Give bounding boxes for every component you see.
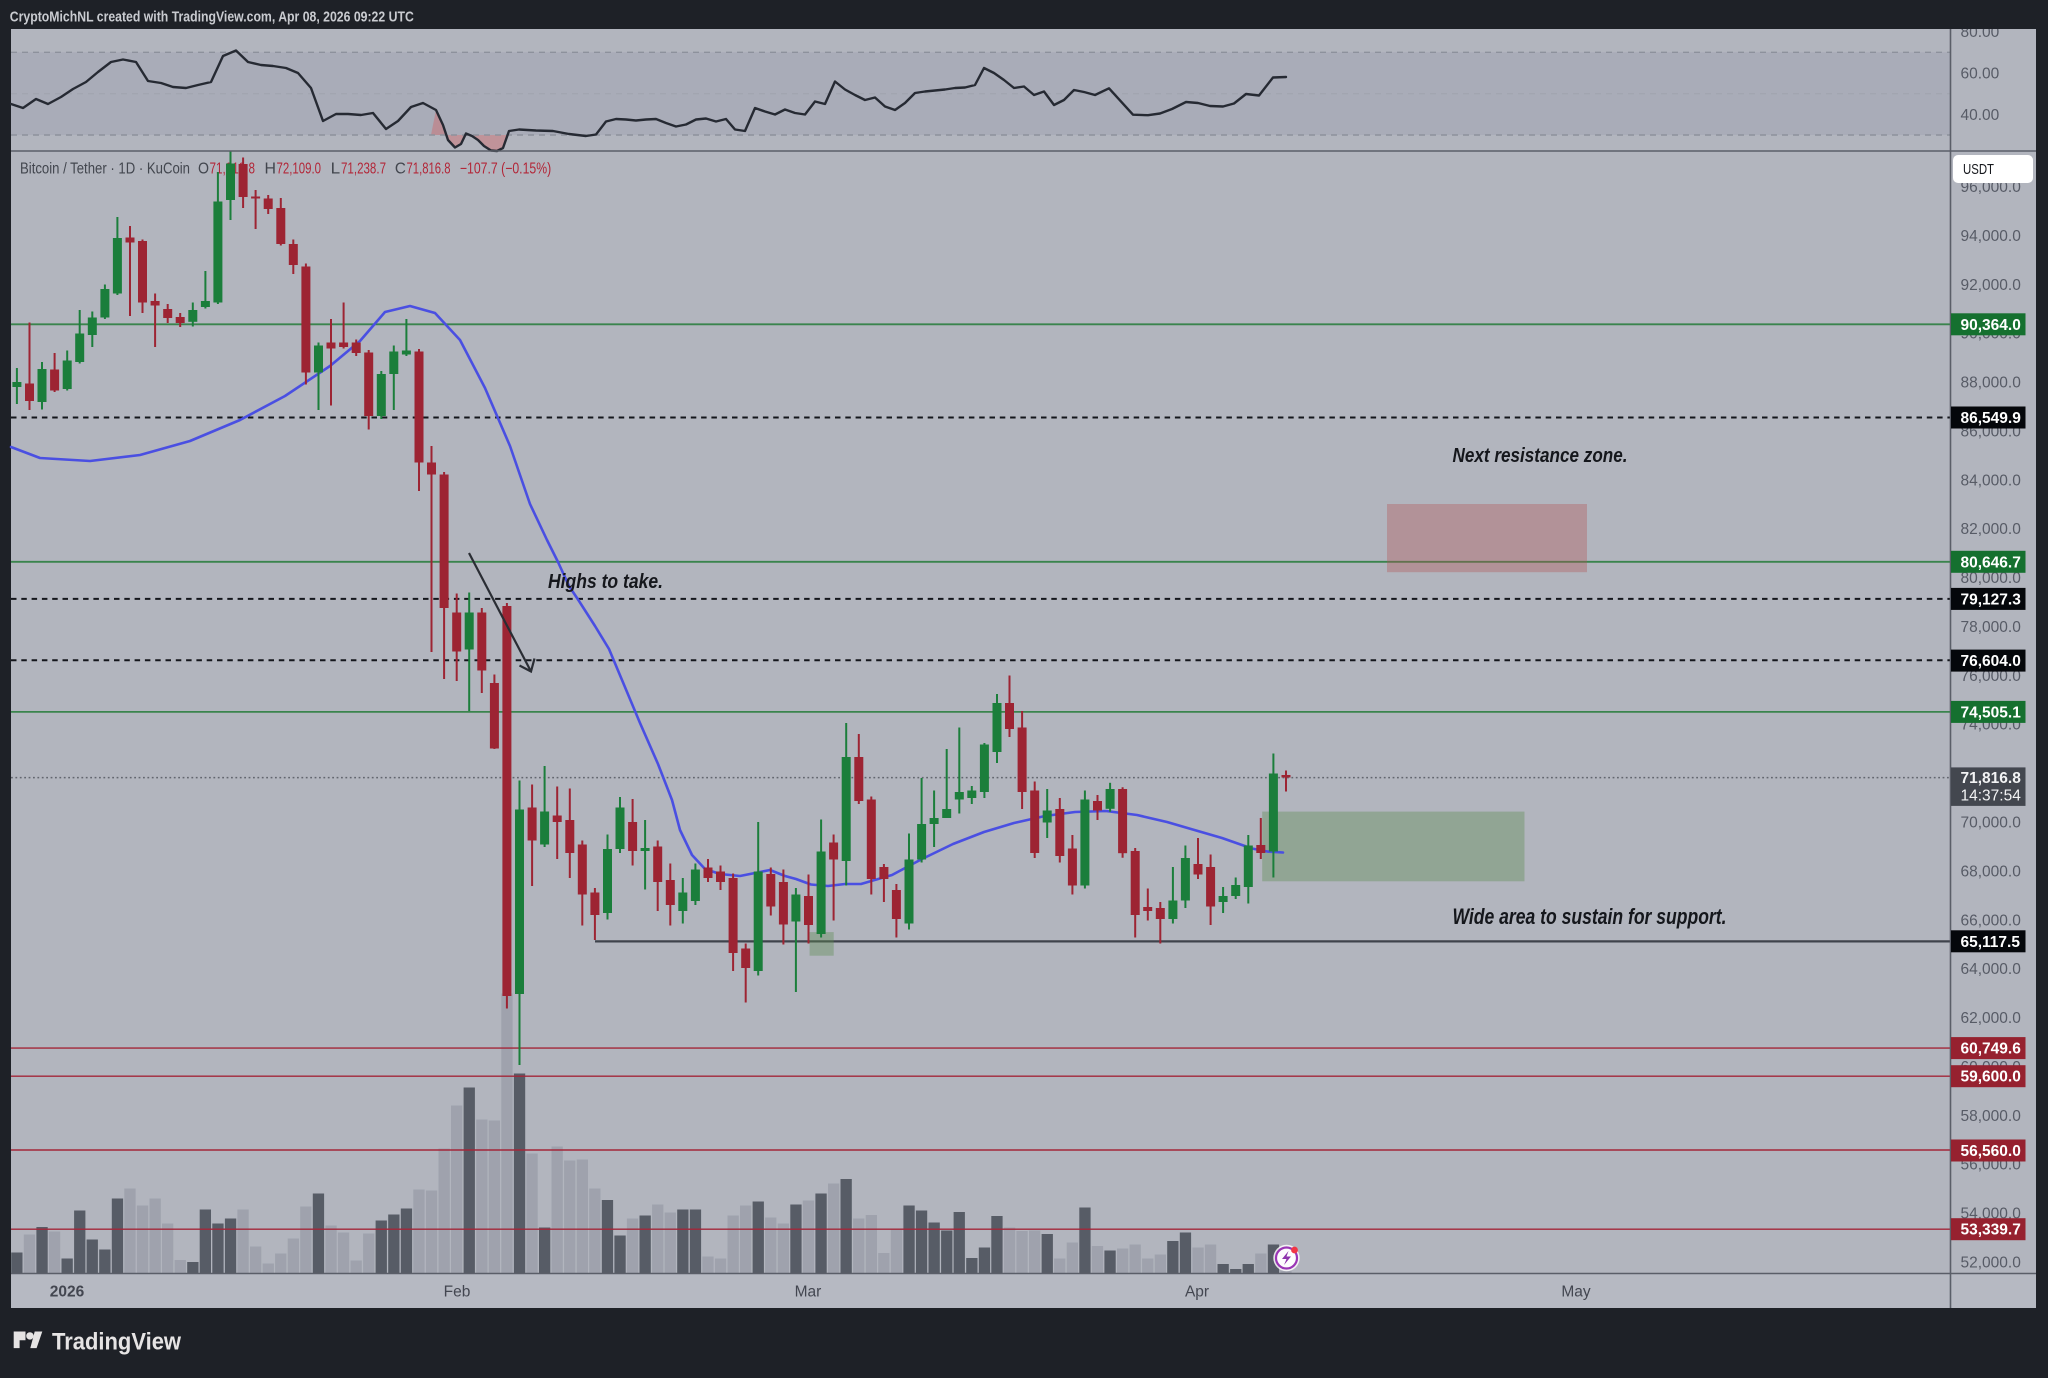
svg-text:76,604.0: 76,604.0 [1961, 653, 2021, 670]
svg-text:70,000.0: 70,000.0 [1961, 815, 2022, 832]
svg-text:58,000.0: 58,000.0 [1961, 1108, 2022, 1125]
svg-text:Feb: Feb [444, 1284, 471, 1301]
svg-text:52,000.0: 52,000.0 [1961, 1254, 2022, 1271]
svg-text:92,000.0: 92,000.0 [1961, 277, 2022, 294]
svg-text:86,549.9: 86,549.9 [1961, 410, 2022, 427]
svg-text:Next resistance zone.: Next resistance zone. [1453, 445, 1628, 467]
svg-text:66,000.0: 66,000.0 [1961, 912, 2022, 929]
svg-text:71,238.7: 71,238.7 [341, 161, 386, 178]
svg-text:H: H [265, 161, 277, 178]
svg-text:74,505.1: 74,505.1 [1961, 704, 2022, 721]
svg-text:40.00: 40.00 [1961, 107, 2000, 124]
svg-text:80,646.7: 80,646.7 [1961, 554, 2021, 571]
svg-text:71,816.8: 71,816.8 [1961, 770, 2022, 787]
svg-text:78,000.0: 78,000.0 [1961, 619, 2022, 636]
svg-text:USDT: USDT [1963, 162, 1994, 178]
svg-text:56,560.0: 56,560.0 [1961, 1143, 2021, 1160]
svg-text:Wide area to sustain for suppo: Wide area to sustain for support. [1453, 904, 1727, 929]
svg-text:60.00: 60.00 [1961, 66, 2000, 83]
svg-text:84,000.0: 84,000.0 [1961, 472, 2022, 489]
svg-text:May: May [1561, 1284, 1591, 1301]
svg-text:53,339.7: 53,339.7 [1961, 1222, 2021, 1239]
svg-text:90,364.0: 90,364.0 [1961, 317, 2021, 334]
svg-text:88,000.0: 88,000.0 [1961, 375, 2022, 392]
svg-text:L: L [331, 161, 341, 178]
svg-text:59,600.0: 59,600.0 [1961, 1069, 2021, 1086]
svg-text:60,749.6: 60,749.6 [1961, 1041, 2022, 1058]
svg-text:14:37:54: 14:37:54 [1961, 787, 2022, 804]
svg-text:64,000.0: 64,000.0 [1961, 961, 2022, 978]
svg-text:C: C [395, 161, 406, 178]
svg-text:76,000.0: 76,000.0 [1961, 668, 2022, 685]
svg-text:72,109.0: 72,109.0 [277, 161, 322, 178]
svg-text:Highs to take.: Highs to take. [548, 571, 663, 593]
svg-text:CryptoMichNL created with Trad: CryptoMichNL created with TradingView.co… [10, 9, 414, 26]
svg-text:68,000.0: 68,000.0 [1961, 863, 2022, 880]
svg-text:80,000.0: 80,000.0 [1961, 570, 2022, 587]
svg-text:79,127.3: 79,127.3 [1961, 591, 2022, 608]
svg-text:−107.7 (−0.15%): −107.7 (−0.15%) [460, 161, 551, 178]
svg-text:O: O [198, 161, 209, 178]
svg-text:94,000.0: 94,000.0 [1961, 228, 2022, 245]
svg-text:Apr: Apr [1185, 1284, 1209, 1301]
svg-text:Mar: Mar [795, 1284, 822, 1301]
svg-text:2026: 2026 [50, 1284, 85, 1301]
svg-text:62,000.0: 62,000.0 [1961, 1010, 2022, 1027]
svg-text:65,117.5: 65,117.5 [1961, 934, 2021, 951]
svg-text:Bitcoin / Tether · 1D · KuCoin: Bitcoin / Tether · 1D · KuCoin [20, 161, 190, 178]
svg-text:71,816.8: 71,816.8 [407, 161, 451, 178]
svg-text:82,000.0: 82,000.0 [1961, 521, 2022, 538]
svg-text:96,000.0: 96,000.0 [1961, 179, 2022, 196]
svg-text:TradingView: TradingView [52, 1329, 181, 1356]
